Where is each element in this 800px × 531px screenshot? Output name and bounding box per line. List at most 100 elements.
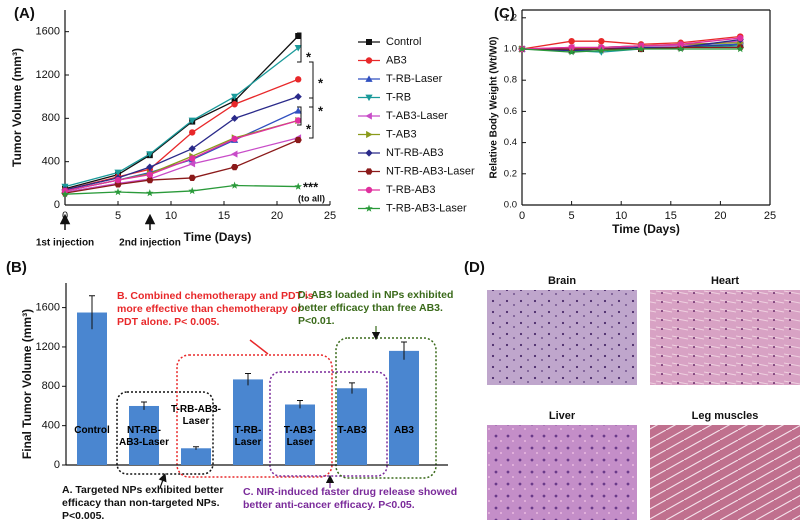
- y-tick-label: 0: [54, 199, 60, 211]
- x-tick-label: NT-RB-AB3-Laser: [118, 425, 170, 448]
- histology-image: [487, 425, 637, 520]
- legend-marker: [365, 186, 373, 194]
- annotation: B. Combined chemotherapy and PDT is more…: [117, 290, 314, 328]
- data-point: [294, 93, 302, 101]
- data-point: [295, 76, 302, 83]
- data-point: [294, 107, 302, 114]
- data-point: [736, 45, 745, 53]
- y-tick-label: 0.4: [504, 137, 517, 148]
- bar: [285, 404, 315, 465]
- y-tick-label: 1600: [36, 302, 60, 314]
- data-point: [676, 45, 685, 53]
- data-point: [230, 181, 239, 189]
- annotation: ***: [303, 179, 319, 194]
- y-axis-title: Tumor Volume (mm³): [10, 48, 24, 167]
- error-bar: [297, 400, 303, 409]
- y-tick-label: 1200: [36, 69, 60, 81]
- x-tick-label: 20: [271, 210, 283, 222]
- data-point: [737, 34, 744, 42]
- legend-marker: [365, 57, 373, 64]
- y-tick-label: 0.2: [504, 168, 517, 179]
- bar: [389, 350, 419, 465]
- y-tick-label: 1.2: [504, 12, 517, 23]
- series-line: [64, 137, 299, 193]
- y-axis-title: Relative Body Weight (Wt/W0): [489, 36, 500, 178]
- series-line: [64, 96, 299, 191]
- x-tick-label: 25: [764, 210, 776, 222]
- x-axis-title: Time (Days): [612, 222, 680, 236]
- group-box: [176, 354, 333, 478]
- y-tick-label: 1200: [36, 341, 60, 353]
- arrow: [158, 473, 167, 489]
- image-label: Heart: [711, 275, 739, 287]
- data-point: [637, 45, 645, 53]
- bracket: [309, 97, 314, 139]
- data-point: [146, 171, 153, 178]
- group-box: [335, 337, 437, 479]
- y-tick-label: 0.6: [504, 106, 517, 117]
- annotation: *: [318, 75, 324, 90]
- y-axis-title: Final Tumor Volume (mm³): [20, 309, 34, 459]
- data-point: [231, 135, 238, 143]
- data-point: [295, 117, 302, 124]
- y-tick-label: 400: [42, 156, 60, 168]
- image-label: Leg muscles: [692, 410, 759, 422]
- annotation: 2nd injection: [119, 238, 181, 249]
- histology-image: [650, 425, 800, 520]
- x-tick-label: 10: [615, 210, 627, 222]
- panel-label: (A): [14, 5, 35, 22]
- data-point: [188, 186, 196, 195]
- legend-marker: [365, 149, 373, 157]
- data-point: [146, 163, 154, 171]
- y-tick-label: 800: [42, 112, 60, 124]
- legend-label: T-RB-Laser: [386, 73, 443, 85]
- series-line: [64, 139, 299, 194]
- panel-label: (C): [494, 5, 515, 22]
- legend-marker: [366, 39, 372, 45]
- series-line: [521, 48, 741, 53]
- data-point: [295, 33, 302, 39]
- data-point: [231, 93, 239, 101]
- bar: [77, 312, 107, 465]
- legend-marker: [365, 112, 372, 120]
- series-line: [521, 38, 741, 52]
- legend-label: AB3: [386, 54, 407, 66]
- bar: [129, 405, 159, 465]
- bracket: [309, 61, 314, 108]
- bar: [337, 388, 367, 465]
- x-tick-label: 0: [519, 210, 525, 222]
- data-point: [598, 38, 605, 45]
- arrow: [249, 339, 269, 355]
- data-point: [568, 44, 575, 51]
- data-point: [231, 163, 239, 171]
- legend-marker: [365, 75, 373, 82]
- x-axis-title: Time (Days): [184, 230, 252, 244]
- legend-label: T-RB: [386, 91, 411, 103]
- data-point: [188, 160, 196, 168]
- x-tick-label: 20: [714, 210, 726, 222]
- series-line: [64, 35, 299, 190]
- annotation: D. AB3 loaded in NPs exhibited better ef…: [298, 289, 454, 327]
- x-tick-label: 25: [324, 210, 336, 222]
- series-line: [64, 184, 299, 195]
- y-tick-label: 0: [54, 459, 60, 471]
- data-point: [189, 129, 196, 136]
- x-tick-label: AB3: [393, 425, 414, 436]
- annotation: *: [306, 121, 312, 136]
- error-bar: [245, 373, 251, 386]
- x-tick-label: 10: [165, 210, 177, 222]
- y-tick-label: 1.0: [504, 44, 517, 55]
- series-line: [521, 37, 741, 50]
- annotation: (to all): [298, 193, 325, 203]
- data-point: [114, 188, 122, 196]
- x-tick-label: Control: [74, 425, 110, 436]
- legend-label: T-RB-AB3: [386, 184, 436, 196]
- panel-label: (D): [464, 259, 485, 276]
- series-line: [64, 78, 299, 191]
- data-point: [188, 174, 196, 182]
- data-point: [188, 117, 196, 125]
- x-tick-label: T-RB-AB3-Laser: [171, 404, 221, 428]
- y-tick-label: 800: [42, 380, 60, 392]
- y-tick-label: 400: [42, 420, 60, 432]
